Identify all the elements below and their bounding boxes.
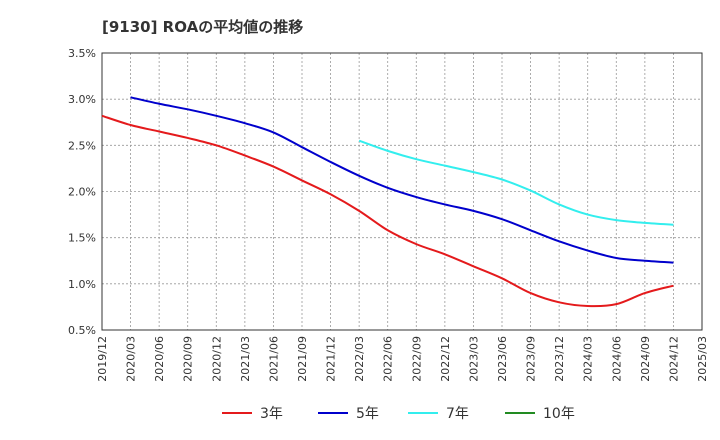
- x-tick-label: 2024/06: [610, 336, 623, 382]
- series-line-0: [101, 114, 674, 308]
- y-tick-label: 1.0%: [68, 278, 96, 291]
- y-tick-label: 2.0%: [68, 186, 96, 199]
- x-tick-label: 2020/09: [182, 336, 195, 382]
- x-tick-label: 2023/06: [496, 336, 509, 382]
- x-tick-label: 2021/06: [267, 336, 280, 382]
- x-tick-label: 2023/09: [525, 336, 538, 382]
- x-tick-label: 2021/03: [239, 336, 252, 382]
- x-tick-label: 2024/09: [639, 336, 652, 382]
- x-tick-label: 2024/03: [582, 336, 595, 382]
- series-line-1: [130, 96, 674, 264]
- y-tick-label: 0.5%: [68, 324, 96, 337]
- y-tick-label: 1.5%: [68, 232, 96, 245]
- x-tick-label: 2022/06: [382, 336, 395, 382]
- legend-label-2: 7年: [446, 406, 469, 422]
- x-tick-label: 2025/03: [696, 336, 709, 382]
- x-tick-label: 2022/03: [353, 336, 366, 382]
- y-tick-label: 3.0%: [68, 93, 96, 106]
- legend-label-1: 5年: [356, 406, 379, 422]
- x-tick-label: 2022/09: [410, 336, 423, 382]
- x-tick-label: 2021/12: [325, 336, 338, 382]
- x-tick-label: 2023/12: [553, 336, 566, 382]
- legend-label-3: 10年: [543, 406, 575, 422]
- x-tick-label: 2019/12: [96, 336, 109, 382]
- series-line-2: [358, 139, 674, 226]
- x-tick-label: 2021/09: [296, 336, 309, 382]
- y-tick-label: 2.5%: [68, 139, 96, 152]
- x-tick-label: 2022/12: [439, 336, 452, 382]
- y-tick-label: 3.5%: [68, 47, 96, 60]
- x-tick-label: 2020/03: [125, 336, 138, 382]
- x-tick-label: 2024/12: [667, 336, 680, 382]
- legend-label-0: 3年: [260, 406, 283, 422]
- x-tick-label: 2023/03: [467, 336, 480, 382]
- x-tick-label: 2020/12: [210, 336, 223, 382]
- chart-title: [9130] ROAの平均値の推移: [102, 18, 304, 36]
- x-tick-label: 2020/06: [153, 336, 166, 382]
- plot-frame: [101, 52, 703, 331]
